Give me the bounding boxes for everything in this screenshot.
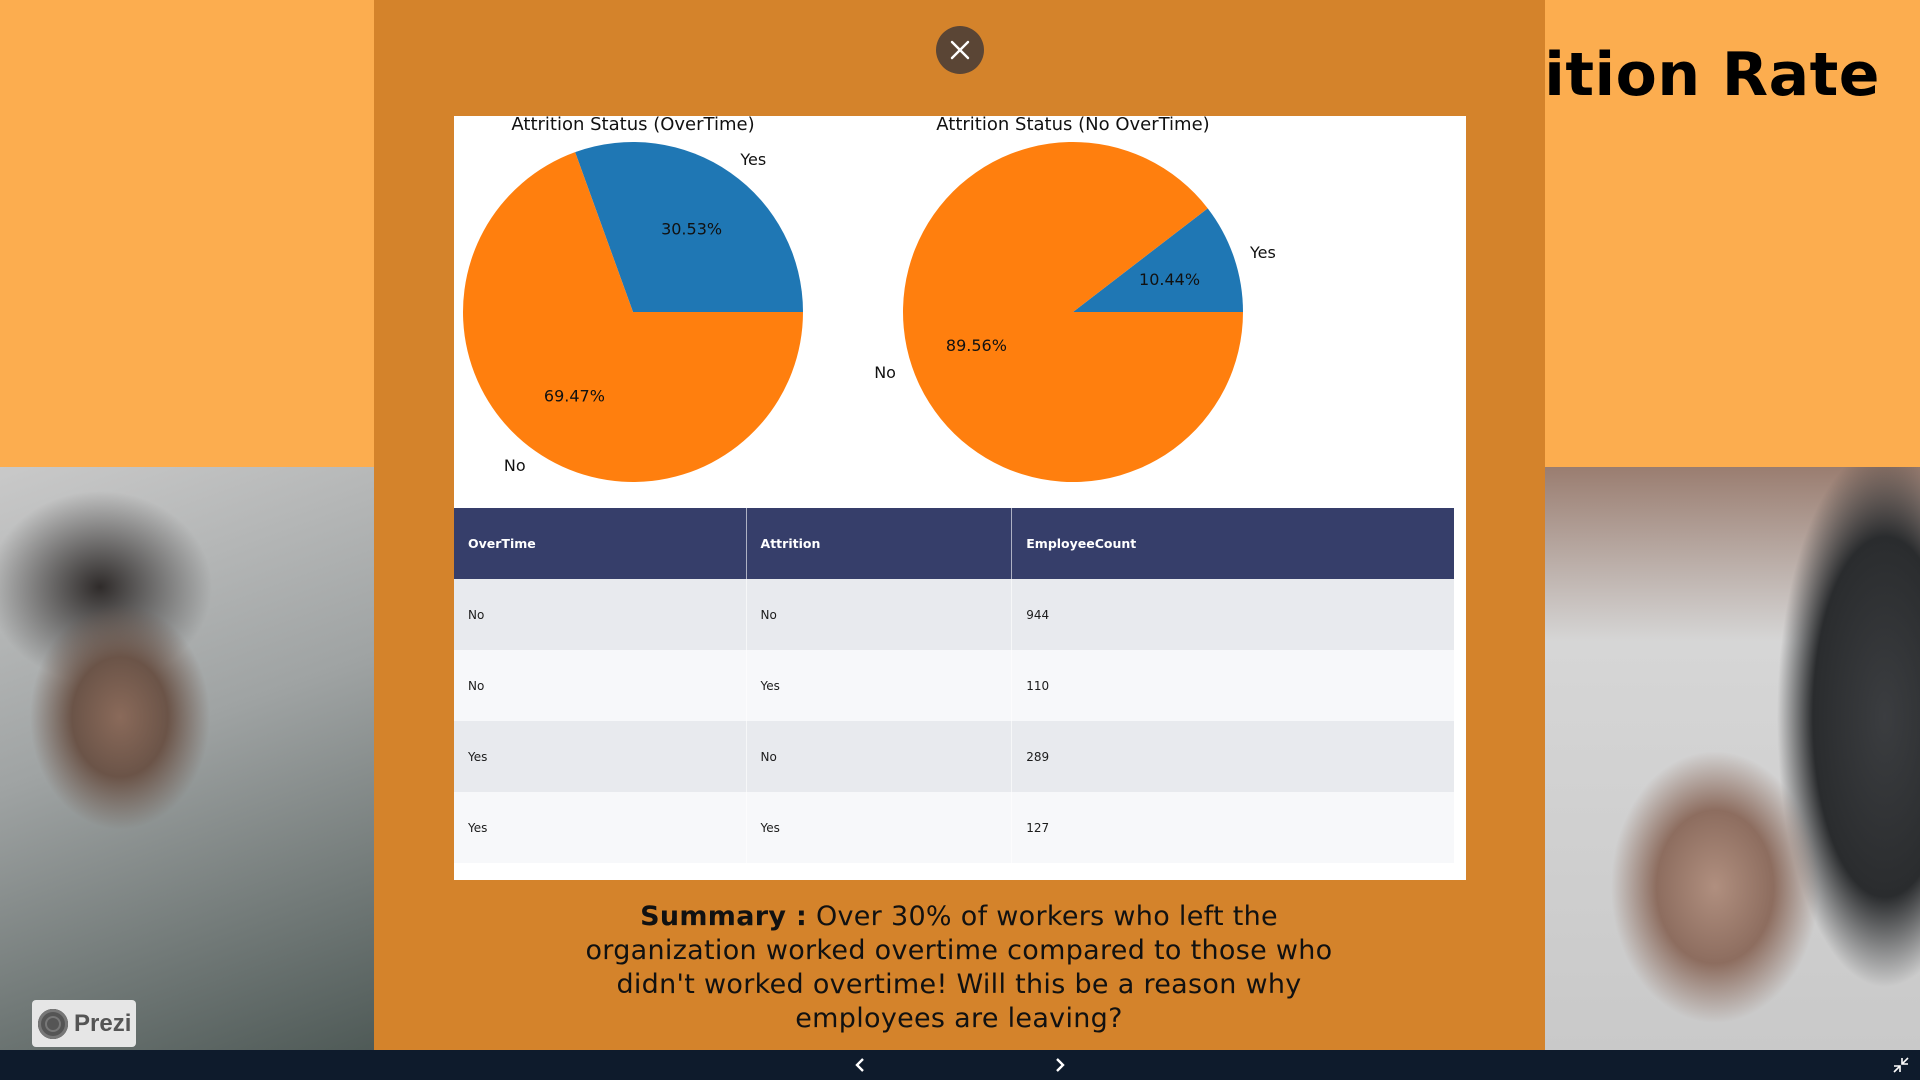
table-cell: No [454,579,747,650]
pie-category-label: Yes [739,150,766,169]
table-cell: No [454,650,747,721]
table-row: No No 944 [454,579,1454,650]
column-header: OverTime [454,508,747,579]
background-panel-right [1545,0,1920,467]
exit-fullscreen-icon[interactable] [1892,1056,1910,1074]
pie-category-label: No [504,456,526,475]
summary-body: Over 30% of workers who left the organiz… [585,901,1333,1034]
chart-title: Attrition Status (No OverTime) [936,116,1209,135]
attrition-table: OverTime Attrition EmployeeCount No No 9… [454,508,1454,863]
pie-value-label: 30.53% [661,219,722,238]
background-photo-left [0,467,374,1050]
pie-chart-overtime: 30.53% Yes 69.47% No Attrition Status (OverT… [463,116,803,482]
table-cell: No [745,721,1012,792]
prezi-logo-icon [38,1008,68,1039]
table-cell: 944 [1011,579,1454,650]
chart-title: Attrition Status (OverTime) [511,116,754,135]
column-header: Attrition [745,508,1012,579]
background-photo-right [1545,467,1920,1050]
prezi-label: Prezi [74,1009,132,1037]
table-cell: Yes [454,721,747,792]
pie-slice-no [903,142,1243,482]
table-cell: Yes [745,792,1012,863]
close-button[interactable] [936,26,984,74]
table-cell: 289 [1011,721,1454,792]
pie-charts: 30.53% Yes 69.47% No Attrition Status (OverT… [463,116,1276,482]
chevron-right-icon [1056,1058,1065,1072]
table-cell: 127 [1011,792,1454,863]
table-row: Yes Yes 127 [454,792,1454,863]
pie-chart-no-overtime: 10.44% Yes 89.56% No Attrition Status (No Ov… [874,116,1276,482]
pie-slice-no [463,152,803,482]
pie-category-label: No [874,363,896,382]
summary-label: Summary : [640,901,808,932]
pie-category-label: Yes [1249,243,1276,262]
next-button[interactable] [1045,1050,1075,1080]
pie-slice-yes [575,141,803,312]
close-icon [950,40,970,60]
table-row: Yes No 289 [454,721,1454,792]
table-row: No Yes 110 [454,650,1454,721]
table-cell: Yes [454,792,747,863]
prezi-badge[interactable]: Prezi [32,1000,136,1047]
content-card: 30.53% Yes 69.47% No Attrition Status (OverT… [454,116,1466,880]
pie-value-label: 69.47% [544,387,605,406]
table-cell: Yes [745,650,1012,721]
table-header-row: OverTime Attrition EmployeeCount [454,508,1454,579]
background-panel-left [0,0,374,467]
overlay-modal: 30.53% Yes 69.47% No Attrition Status (OverT… [374,0,1545,1050]
table-cell: 110 [1011,650,1454,721]
pie-value-label: 89.56% [946,336,1007,355]
pie-value-label: 10.44% [1139,270,1200,289]
chevron-left-icon [855,1058,864,1072]
table-cell: No [745,579,1012,650]
pie-slice-yes [1073,208,1243,312]
bottom-navigation-bar [0,1050,1920,1080]
previous-button[interactable] [845,1050,875,1080]
summary-text: Summary : Over 30% of workers who left t… [574,900,1344,1036]
column-header: EmployeeCount [1011,508,1454,579]
